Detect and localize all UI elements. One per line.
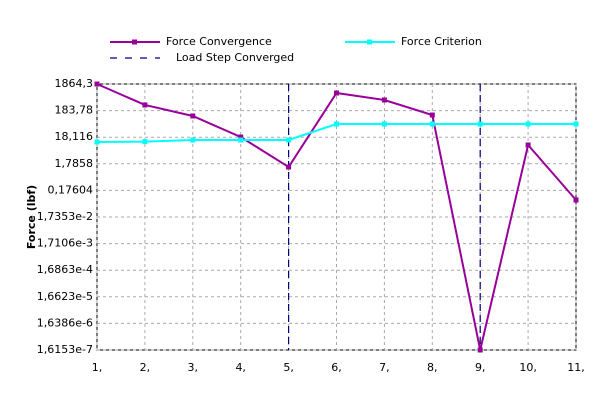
- legend-label: Load Step Converged: [176, 51, 294, 64]
- point: [94, 139, 100, 145]
- legend-marker: [132, 39, 137, 45]
- x-tick-label: 1,: [92, 361, 103, 374]
- point: [286, 137, 292, 143]
- y-tick-label: 1,6623e-5: [37, 290, 93, 303]
- point: [190, 137, 196, 143]
- x-tick-label: 5,: [283, 361, 294, 374]
- x-tick-label: 9,: [475, 361, 486, 374]
- x-tick-label: 4,: [235, 361, 246, 374]
- point: [286, 164, 292, 170]
- legend-label: Force Criterion: [401, 35, 482, 48]
- y-axis-label: Force (lbf): [25, 185, 38, 249]
- y-tick-label: 1,7858: [55, 157, 94, 170]
- x-tick-label: 6,: [331, 361, 342, 374]
- point: [381, 97, 387, 103]
- y-tick-label: 1864,3: [55, 77, 94, 90]
- point: [190, 113, 196, 119]
- x-tick-label: 11,: [567, 361, 585, 374]
- legend-marker: [367, 39, 372, 45]
- point: [525, 121, 531, 127]
- point: [477, 121, 483, 127]
- y-tick-label: 1,6153e-7: [37, 343, 93, 356]
- point: [142, 102, 148, 108]
- point: [573, 121, 579, 127]
- y-tick-label: 1,6386e-6: [37, 316, 93, 329]
- x-tick-label: 3,: [188, 361, 199, 374]
- y-tick-label: 1,6863e-4: [37, 263, 93, 276]
- y-tick-label: 1,7106e-3: [37, 237, 93, 250]
- point: [238, 137, 244, 143]
- point: [238, 134, 244, 140]
- point: [94, 81, 100, 87]
- x-tick-label: 7,: [379, 361, 390, 374]
- point: [334, 121, 339, 127]
- point: [429, 112, 435, 118]
- point: [525, 142, 531, 148]
- point: [573, 197, 579, 203]
- x-tick-label: 2,: [140, 361, 151, 374]
- point: [381, 121, 387, 127]
- point: [477, 347, 483, 353]
- y-tick-label: 0,17604: [48, 183, 94, 196]
- x-tick-label: 8,: [427, 361, 438, 374]
- point: [334, 90, 339, 96]
- y-tick-label: 18,116: [55, 130, 94, 143]
- point: [429, 121, 435, 127]
- y-tick-label: 1,7353e-2: [37, 210, 93, 223]
- y-tick-label: 183,78: [55, 104, 94, 117]
- x-tick-label: 10,: [519, 361, 537, 374]
- legend-label: Force Convergence: [166, 35, 272, 48]
- point: [142, 139, 148, 145]
